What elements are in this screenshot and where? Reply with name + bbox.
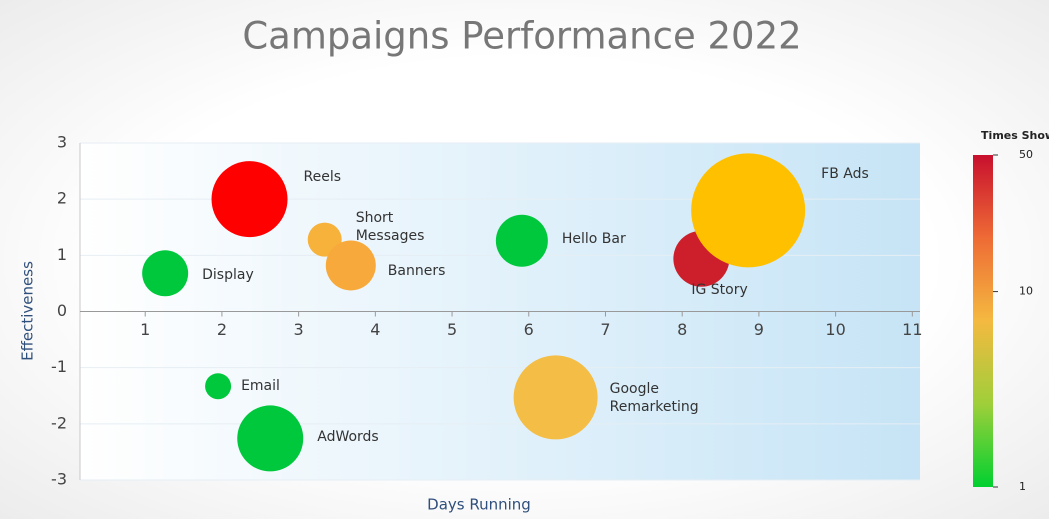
bubble-label: FB Ads [821, 166, 869, 183]
y-tick-label: 0 [57, 301, 67, 320]
bubble [211, 161, 288, 238]
colorbar-tick-label: 10 [1019, 285, 1033, 298]
x-axis-title: Days Running [427, 496, 531, 514]
bubble [142, 250, 189, 297]
x-tick-label: 6 [524, 320, 534, 339]
bubble-label: Google Remarketing [609, 381, 699, 416]
bubble-label: Banners [387, 263, 446, 280]
bubble-label: Hello Bar [561, 230, 626, 247]
bubble-label: Reels [303, 169, 342, 186]
bubble [237, 405, 304, 472]
bubble-label: AdWords [317, 429, 379, 446]
x-tick-label: 4 [370, 320, 380, 339]
y-tick-label: -2 [51, 413, 67, 432]
y-tick-label: 1 [57, 245, 67, 264]
colorbar-tick-label: 50 [1019, 148, 1033, 161]
bubble [325, 240, 376, 291]
x-tick-label: 3 [294, 320, 304, 339]
x-tick-label: 2 [217, 320, 227, 339]
bubble [495, 214, 548, 267]
y-tick-label: -1 [51, 357, 67, 376]
chart-title: Campaigns Performance 2022 [242, 15, 801, 58]
bubble [205, 373, 232, 400]
x-tick-label: 1 [140, 320, 150, 339]
y-tick-label: 2 [57, 189, 67, 208]
colorbar [973, 155, 993, 487]
x-tick-label: 8 [677, 320, 687, 339]
bubble-label: Display [202, 267, 254, 284]
x-tick-label: 11 [902, 320, 922, 339]
y-tick-label: -3 [51, 470, 67, 489]
bubble-label: IG Story [691, 281, 748, 298]
x-tick-label: 10 [825, 320, 845, 339]
colorbar-title: Times Shown [981, 129, 1049, 142]
bubble [513, 355, 598, 440]
x-tick-label: 5 [447, 320, 457, 339]
bubble [691, 153, 806, 268]
bubble-label: Short Messages [355, 209, 425, 244]
x-tick-label: 9 [754, 320, 764, 339]
y-axis-title: Effectiveness [19, 261, 37, 361]
bubble-label: Email [241, 378, 280, 395]
x-tick-label: 7 [600, 320, 610, 339]
colorbar-tick-label: 1 [1019, 480, 1026, 493]
y-tick-label: 3 [57, 133, 67, 152]
